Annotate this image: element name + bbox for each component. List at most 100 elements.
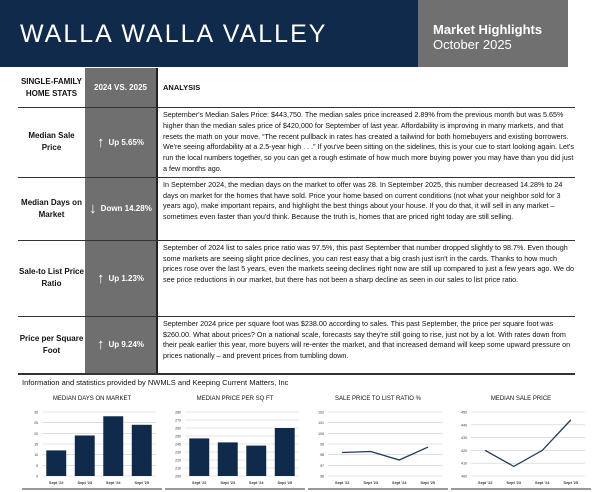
y-tick-label: 420 [461,449,467,453]
chart-title: MEDIAN SALE PRICE [490,395,552,402]
x-tick-label: Sept '22 [192,481,206,485]
y-tick-label: 0 [36,474,38,478]
y-tick-label: 440 [461,423,467,427]
data-point [427,446,429,448]
stat-label: Median Days on Market [21,197,82,219]
bar [74,435,95,476]
arrow-down-icon: ↓ [89,200,97,218]
header-stats: SINGLE-FAMILY HOME STATS [20,76,83,98]
data-point [570,419,572,421]
data-point [484,449,486,451]
header-compare: 2024 VS. 2025 [85,68,158,107]
bar [131,424,152,476]
y-tick-label: 102 [318,410,324,414]
arrow-up-icon: ↑ [96,133,105,151]
bar [217,442,238,476]
y-tick-label: 99 [320,442,324,446]
data-point [341,451,343,453]
data-point [541,449,543,451]
chart-price-per-sqft: MEDIAN PRICE PER SQ FT 200 210 220 230 240 250… [165,390,305,490]
x-tick-label: Sept '22 [49,481,63,485]
x-tick-label: Sept '23 [221,481,235,485]
y-tick-label: 25 [34,421,38,425]
arrow-up-icon: ↑ [96,269,105,287]
stats-table: SINGLE-FAMILY HOME STATS 2024 VS. 2025 A… [18,68,575,375]
analysis-text: In September 2024, the median days on th… [163,179,563,222]
x-tick-label: Sept '23 [507,481,521,485]
arrow-up-icon: ↑ [96,336,105,354]
y-tick-label: 97 [320,464,324,468]
y-tick-label: 20 [34,432,38,436]
analysis-text: September of 2024 list to sales price ra… [163,242,574,285]
table-row: Median Days on Market ↓ Down 14.28% In Se… [18,177,575,241]
y-tick-label: 250 [175,434,181,438]
bar [274,427,295,476]
y-tick-label: 240 [175,442,181,446]
change-value: Up 5.65% [108,137,145,147]
chart-median-sale-price: MEDIAN SALE PRICE 400 410 420 430 440 450 Sept … [451,390,591,490]
y-tick-label: 430 [461,436,467,440]
y-tick-label: 96 [320,474,324,478]
stat-label: Median Sale Price [28,131,75,153]
x-tick-label: Sept '25 [564,481,578,485]
y-tick-label: 230 [175,450,181,454]
y-tick-label: 450 [461,410,467,414]
y-tick-label: 260 [175,426,181,430]
y-tick-label: 210 [175,466,181,470]
y-tick-label: 280 [175,410,181,414]
x-tick-label: Sept '24 [535,481,550,485]
change-value: Up 1.23% [108,273,145,283]
change-value: Down 14.28% [100,204,152,214]
change-value: Up 9.24% [108,340,145,350]
x-tick-label: Sept '25 [278,481,292,485]
header-analysis: ANALYSIS [163,82,201,92]
x-tick-label: Sept '24 [106,481,121,485]
table-row: Median Sale Price ↑ Up 5.65% September's … [18,108,575,178]
highlights-title: Market Highlights [433,22,543,37]
y-tick-label: 10 [34,453,38,457]
x-tick-label: Sept '24 [392,481,407,485]
analysis-text: September 2024 price per square foot was… [163,318,571,361]
chart-sale-to-list: SALE PRICE TO LIST RATIO % 96 97 98 99 100 101… [308,390,448,490]
x-tick-label: Sept '25 [135,481,149,485]
y-tick-label: 15 [34,442,38,446]
chart-title: MEDIAN PRICE PER SQ FT [196,395,274,402]
x-tick-label: Sept '23 [78,481,92,485]
x-tick-label: Sept '23 [364,481,378,485]
source-note: Information and statistics provided by N… [22,377,289,387]
y-tick-label: 410 [461,461,467,465]
series-line [484,419,572,467]
page-title: WALLA WALLA VALLEY [0,0,418,67]
x-tick-label: Sept '25 [421,481,435,485]
data-point [370,450,372,452]
y-tick-label: 220 [175,458,181,462]
table-row: Sale-to List Price Ratio ↑ Up 1.23% Septe… [18,240,575,317]
y-tick-label: 200 [175,474,181,478]
y-tick-label: 30 [34,410,38,414]
stat-label: Sale-to List Price Ratio [19,267,84,289]
y-tick-label: 270 [175,418,181,422]
series-line [342,446,429,461]
bar [246,445,267,476]
data-point [513,465,515,467]
y-tick-label: 101 [318,421,324,425]
y-tick-label: 98 [320,453,324,457]
table-row: Price per Square Foot ↑ Up 9.24% Septembe… [18,316,575,375]
bar [103,416,124,476]
chart-title: SALE PRICE TO LIST RATIO % [335,395,421,402]
chart-title: MEDIAN DAYS ON MARKET [52,395,132,402]
analysis-text: September's Median Sales Price: $443,750… [163,110,574,173]
y-tick-label: 400 [461,474,467,478]
y-tick-label: 5 [36,464,38,468]
bar [189,438,210,476]
x-tick-label: Sept '22 [478,481,492,485]
highlights-box: Market Highlights October 2025 [418,0,568,67]
highlights-date: October 2025 [433,37,512,52]
stat-label: Price per Square Foot [19,333,84,355]
x-tick-label: Sept '22 [335,481,349,485]
data-point [398,459,400,461]
y-tick-label: 100 [318,432,324,436]
chart-days-on-market: MEDIAN DAYS ON MARKET 0 5 10 15 20 25 30 Sept '2… [22,390,162,490]
bar [46,450,67,476]
x-tick-label: Sept '24 [249,481,264,485]
